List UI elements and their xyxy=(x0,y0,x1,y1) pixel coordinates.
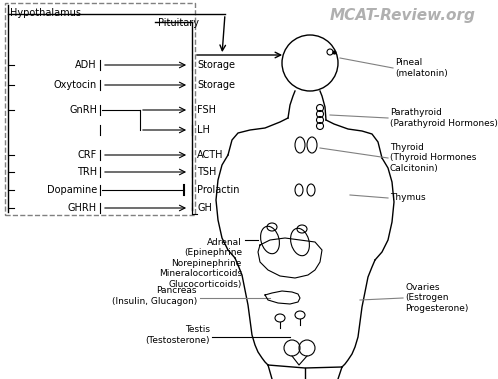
Text: Adrenal
(Epinephrine
Norepinephrine
Mineralocorticoids
Glucocorticoids): Adrenal (Epinephrine Norepinephrine Mine… xyxy=(159,238,242,288)
Text: Ovaries
(Estrogen
Progesterone): Ovaries (Estrogen Progesterone) xyxy=(405,283,469,313)
Text: TRH: TRH xyxy=(77,167,97,177)
Bar xyxy=(5,3,195,215)
Text: Prolactin: Prolactin xyxy=(197,185,240,195)
Text: GH: GH xyxy=(197,203,212,213)
Text: Parathyroid
(Parathyroid Hormones): Parathyroid (Parathyroid Hormones) xyxy=(390,108,498,128)
Text: CRF: CRF xyxy=(78,150,97,160)
Text: Storage: Storage xyxy=(197,80,235,90)
Text: ADH: ADH xyxy=(75,60,97,70)
Text: ACTH: ACTH xyxy=(197,150,224,160)
Text: Testis
(Testosterone): Testis (Testosterone) xyxy=(145,325,210,345)
Text: Pineal
(melatonin): Pineal (melatonin) xyxy=(395,58,448,78)
Text: Thymus: Thymus xyxy=(390,194,426,202)
Text: Thyroid
(Thyroid Hormones
Calcitonin): Thyroid (Thyroid Hormones Calcitonin) xyxy=(390,143,477,173)
Text: Pituitary: Pituitary xyxy=(158,18,199,28)
Text: MCAT-Review.org: MCAT-Review.org xyxy=(330,8,476,23)
Text: Storage: Storage xyxy=(197,60,235,70)
Text: GnRH: GnRH xyxy=(69,105,97,115)
Text: Oxytocin: Oxytocin xyxy=(54,80,97,90)
Text: Hypothalamus: Hypothalamus xyxy=(10,8,81,18)
Text: TSH: TSH xyxy=(197,167,216,177)
Text: Dopamine: Dopamine xyxy=(47,185,97,195)
Text: LH: LH xyxy=(197,125,210,135)
Text: GHRH: GHRH xyxy=(68,203,97,213)
Text: FSH: FSH xyxy=(197,105,216,115)
Text: Pancreas
(Insulin, Glucagon): Pancreas (Insulin, Glucagon) xyxy=(112,286,197,306)
